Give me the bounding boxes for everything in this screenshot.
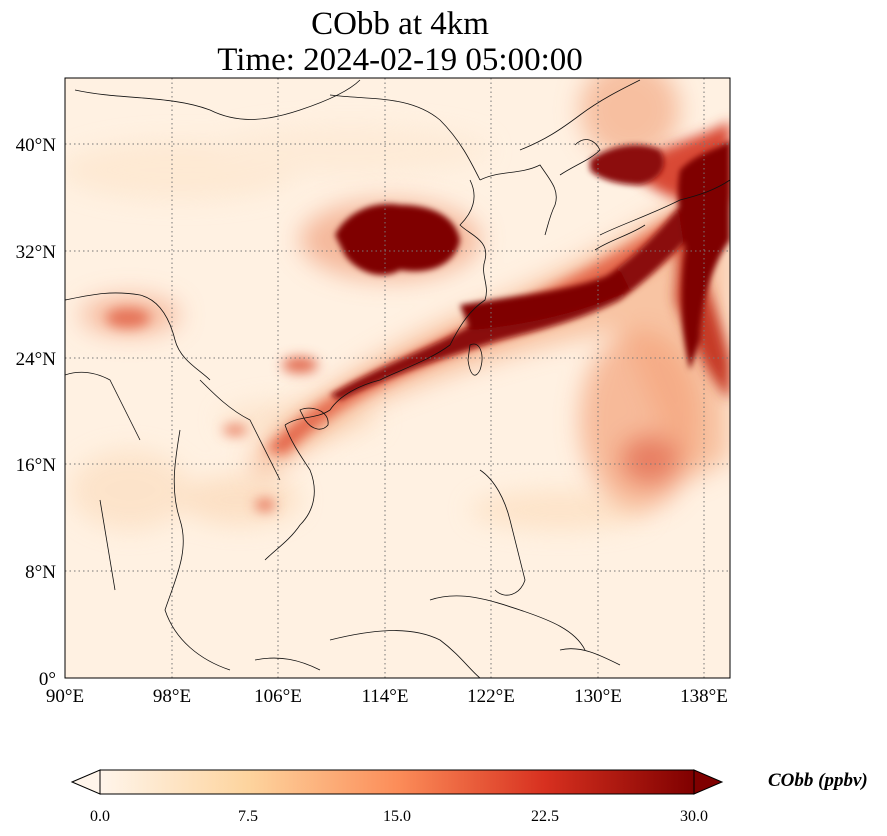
lat-tick-8n: 8°N <box>25 562 56 583</box>
lat-tick-40n: 40°N <box>16 135 57 156</box>
lat-tick-32n: 32°N <box>16 242 57 263</box>
lat-tick-24n: 24°N <box>16 349 57 370</box>
lon-tick-138e: 138°E <box>680 686 728 707</box>
lon-tick-122e: 122°E <box>467 686 515 707</box>
colorbar-extend-high <box>693 769 724 795</box>
colorbar-tick-0: 0.0 <box>90 808 110 825</box>
colorbar-label: CObb (ppbv) <box>768 770 868 791</box>
lat-tick-16n: 16°N <box>16 455 57 476</box>
graticule <box>65 78 730 678</box>
lon-tick-90e: 90°E <box>46 686 84 707</box>
lat-tick-0: 0° <box>39 669 56 690</box>
lon-tick-labels: 90°E 98°E 106°E 114°E 122°E 130°E 138°E <box>46 686 728 707</box>
colorbar: 0.0 7.5 15.0 22.5 30.0 <box>70 769 724 825</box>
colorbar-tick-7-5: 7.5 <box>238 808 258 825</box>
lon-tick-98e: 98°E <box>153 686 191 707</box>
lon-tick-106e: 106°E <box>254 686 302 707</box>
colorbar-tick-30: 30.0 <box>680 808 708 825</box>
colorbar-ramp <box>99 769 695 795</box>
map-frame <box>64 77 731 679</box>
coastlines <box>65 79 730 678</box>
lon-tick-114e: 114°E <box>362 686 409 707</box>
colorbar-tick-22-5: 22.5 <box>531 808 559 825</box>
colorbar-tick-15: 15.0 <box>383 808 411 825</box>
lat-tick-labels: 0° 8°N 16°N 24°N 32°N 40°N <box>16 135 57 690</box>
colorbar-extend-low <box>70 769 101 795</box>
concentration-field <box>65 78 730 678</box>
map-title: CObb at 4km <box>311 6 489 42</box>
map-subtitle-time: Time: 2024-02-19 05:00:00 <box>217 42 583 78</box>
lon-tick-130e: 130°E <box>574 686 622 707</box>
